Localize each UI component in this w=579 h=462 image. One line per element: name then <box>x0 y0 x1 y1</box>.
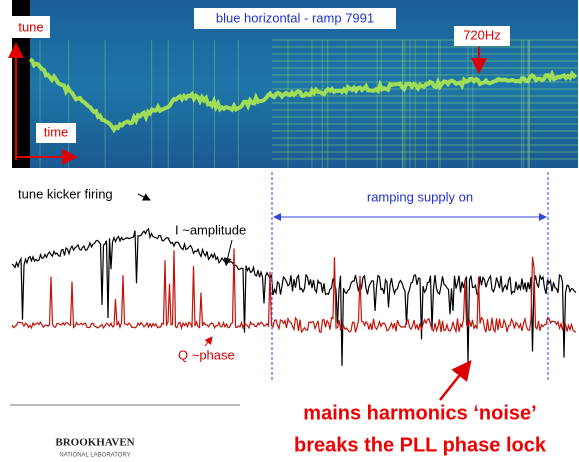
tune-label: tune <box>18 19 43 34</box>
logo-name: BROOKHAVEN <box>55 437 134 449</box>
arrow <box>439 360 472 401</box>
caption-line: mains harmonics ‘noise’ <box>303 402 536 424</box>
phase-trace <box>11 248 577 334</box>
title-box <box>194 8 396 29</box>
traces <box>11 227 577 366</box>
amplitude-label: I ~amplitude <box>175 222 246 237</box>
label-box <box>454 26 510 46</box>
caption-line: breaks the PLL phase lock <box>294 434 547 456</box>
arrow <box>204 336 213 347</box>
label-box <box>36 123 76 143</box>
phase-label: Q ~phase <box>178 347 235 362</box>
marker-label: 720Hz <box>463 27 501 42</box>
arrow <box>223 239 233 266</box>
arrow <box>137 193 151 201</box>
logo-subtitle: NATIONAL LABORATORY <box>59 453 130 459</box>
ramp-label: ramping supply on <box>367 189 473 204</box>
kicker-label: tune kicker firing <box>18 186 113 201</box>
time-label: time <box>44 124 69 139</box>
label-box <box>12 16 50 38</box>
spectrogram-title: blue horizontal - ramp 7991 <box>216 10 374 25</box>
amplitude-trace <box>11 227 577 366</box>
tune-curve <box>28 57 578 134</box>
